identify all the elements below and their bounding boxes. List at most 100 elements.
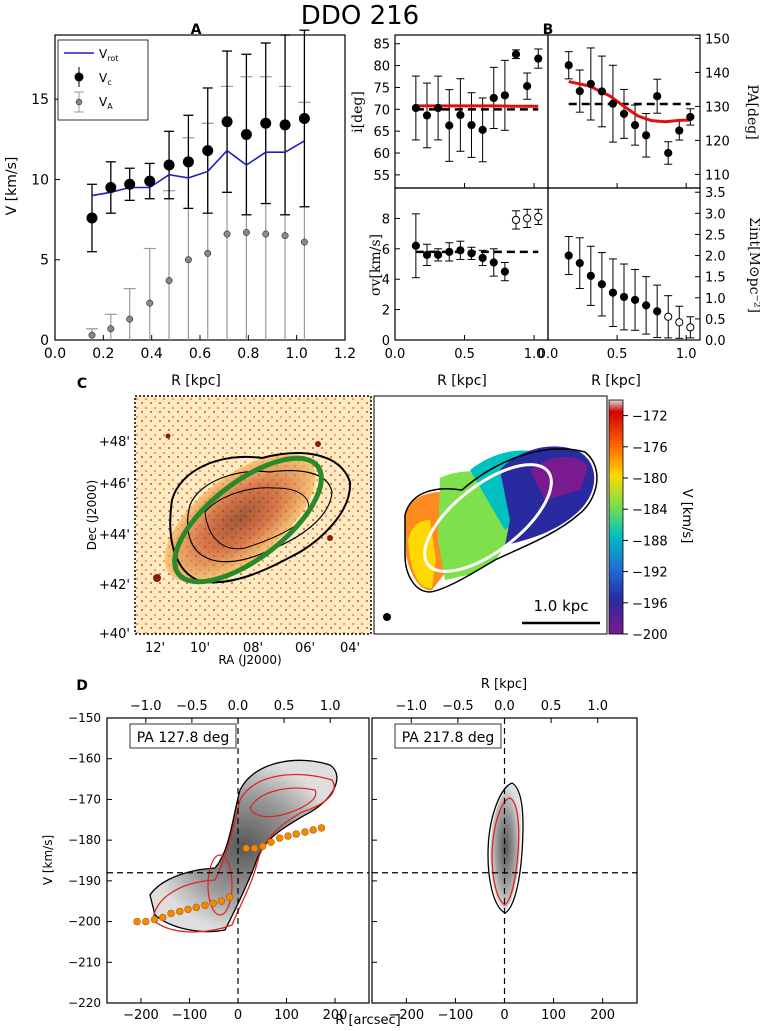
rotation-curve-point (209, 899, 217, 907)
y-tick-label: 80 (373, 60, 390, 75)
va-point (223, 230, 231, 238)
colorbar-ticks: −172 −176 −180 −184 −188 −192 −196 −200 (623, 410, 668, 643)
rotation-curve-point (276, 834, 284, 842)
y-tick-label: 0.5 (705, 313, 726, 328)
pv-x-tick-label: 200 (323, 1008, 348, 1023)
optical-ellipse (172, 455, 324, 585)
data-point (686, 112, 695, 122)
colorbar (608, 399, 624, 635)
y-tick-label: 8 (382, 212, 390, 227)
pv-left-red-contour-blob (207, 854, 233, 916)
data-point (642, 131, 651, 140)
y-tick-label: 65 (373, 125, 390, 140)
pv-y-tick-label: −210 (68, 955, 101, 969)
y-tick-label: 3.5 (705, 186, 726, 201)
panel-b-inclination-plot: 55 60 65 70 75 80 85 (373, 34, 549, 189)
y-tick-label: 1.5 (705, 271, 726, 286)
vc-point (202, 145, 214, 157)
pv-left-red-contour (152, 773, 335, 933)
pv-x-tick-label: 100 (274, 1008, 299, 1023)
y-tick-label: 5 (40, 253, 49, 269)
pv-y-tick-label: −180 (68, 833, 101, 847)
fit-curve (568, 80, 691, 124)
panel-b-ylabel-pa: PA[deg] (744, 84, 760, 139)
rotation-curve-point (192, 903, 200, 912)
pv-top-tick-label: 0.0 (228, 699, 249, 714)
rotation-curve-point (142, 917, 150, 926)
rotation-curve-point (176, 907, 184, 916)
y-tick-label: 60 (373, 147, 390, 162)
x-tick-label: 0.2 (92, 346, 114, 362)
va-point (262, 230, 270, 238)
panel-a-xlabel: R [kpc] (171, 373, 221, 389)
va-point (126, 315, 134, 323)
pv-xlabel: R [arcsec] (335, 1013, 400, 1028)
y-tick-label: 4 (382, 273, 390, 288)
pv-top-tick-label: 1.0 (587, 699, 608, 714)
optical-y-tick-label: +44' (99, 528, 130, 543)
y-tick-label: 1.0 (705, 292, 726, 307)
vc-point (260, 117, 272, 129)
data-point (478, 253, 487, 263)
optical-x-tick-label: 04' (340, 641, 360, 656)
data-point (586, 271, 595, 280)
pv-x-tick-label: −200 (388, 1008, 424, 1023)
vc-point (124, 178, 136, 190)
data-point (523, 82, 532, 91)
data-point (478, 125, 487, 134)
pv-axes: −200 −100 0 100 200 −1.0 −0.5 0.0 0.5 1.0 −150 −160… (68, 699, 638, 1023)
vc-point (298, 112, 310, 124)
optical-y-tick-label: +42' (99, 578, 130, 593)
optical-xlabel: RA (J2000) (218, 653, 281, 667)
pv-x-tick-label: −200 (123, 1008, 159, 1023)
y-tick-label: 2.5 (705, 228, 726, 243)
data-point (489, 258, 498, 267)
data-point (434, 250, 443, 259)
panel-b-xlabel-right: R [kpc] (591, 373, 641, 389)
optical-y-tick-label: +46' (99, 477, 130, 492)
data-point (500, 91, 509, 100)
y-tick-label: 6 (382, 243, 390, 258)
rotation-curve-point (159, 913, 167, 922)
rotation-curve-point (226, 893, 234, 901)
scale-bar-label: 1.0 kpc (533, 597, 588, 615)
rotation-curve-point (267, 838, 275, 846)
optical-x-tick-label: 12' (145, 641, 165, 656)
panel-b-surface-density-plot: 0.0 0.5 1.0 1.5 2.0 2.5 3.0 3.5 0.0 0.5 1.0 (538, 186, 726, 362)
colorbar-tick-label: −184 (632, 503, 668, 518)
rotation-curve-point (250, 844, 259, 852)
rotation-curve-point (150, 915, 159, 924)
pv-top-tick-label: 0.5 (541, 699, 562, 714)
pv-x-tick-label: 0 (234, 1008, 242, 1023)
y-tick-label: 55 (373, 169, 390, 184)
rotation-curve-point (259, 842, 267, 850)
pv-top-tick-label: 0.5 (274, 699, 295, 714)
y-tick-label: 0.0 (705, 334, 726, 349)
pv-top-tick-label: 1.0 (320, 699, 341, 714)
x-tick-label: 0.6 (189, 346, 211, 362)
panel-b-xlabel-left: R [kpc] (437, 373, 487, 389)
rotation-curve-point (167, 909, 175, 918)
x-tick-label: 1.0 (286, 346, 308, 362)
vc-point (182, 156, 194, 168)
y-tick-label: 0 (382, 334, 390, 349)
rotation-curve-point (201, 901, 209, 909)
vc-point (105, 182, 117, 193)
panel-a-plot-area: 0.0 0.2 0.4 0.6 0.8 1.0 1.2 0 5 10 15 (31, 29, 356, 362)
colorbar-tick-label: −200 (632, 628, 668, 643)
colorbar-tick-label: −172 (632, 410, 668, 425)
colorbar-tick-label: −188 (632, 534, 668, 549)
va-point (184, 256, 192, 264)
vc-point (144, 175, 156, 187)
velocity-field: 1.0 kpc (373, 395, 608, 635)
data-point (675, 126, 684, 135)
rotation-curve-point (284, 832, 292, 840)
data-point (411, 103, 420, 113)
data-point (619, 292, 629, 302)
y-tick-label: 70 (373, 103, 390, 118)
legend-marker-va (75, 98, 83, 106)
data-point (664, 148, 673, 158)
y-tick-label: 2.0 (705, 250, 726, 265)
data-point (411, 241, 420, 250)
